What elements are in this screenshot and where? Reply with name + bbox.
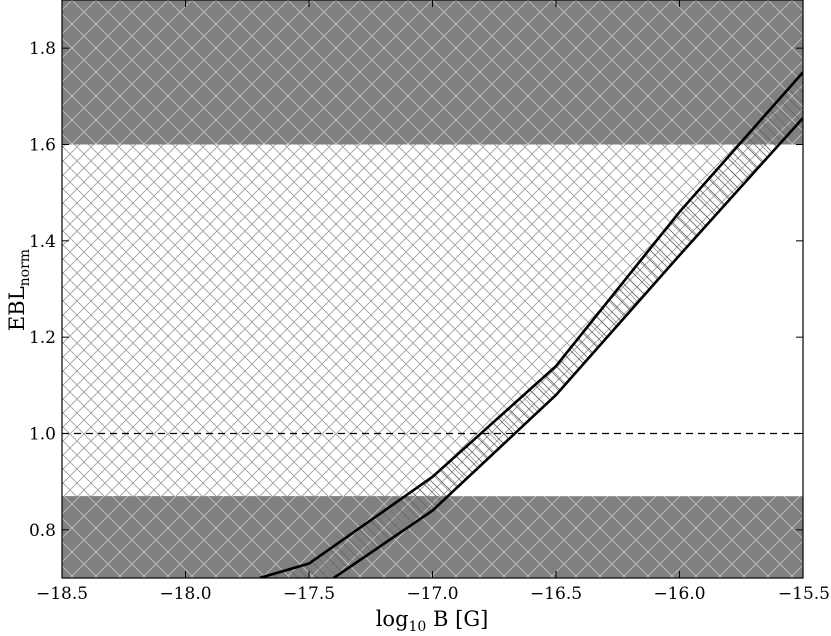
y-tick-label: 1.4 [29, 232, 56, 252]
y-tick-label: 1.0 [29, 425, 56, 445]
y-tick-label: 1.6 [29, 136, 56, 156]
series-line-1 [259, 71, 803, 578]
y-axis-title: EBLnorm [5, 249, 33, 331]
x-tick-label: −15.5 [778, 584, 830, 604]
excluded-band-1 [62, 0, 803, 145]
x-tick-label: −17.0 [406, 584, 458, 604]
y-tick-label: 1.2 [29, 328, 56, 348]
x-tick-label: −18.0 [159, 584, 211, 604]
y-tick-label: 0.8 [29, 521, 56, 541]
x-tick-label: −16.5 [530, 584, 582, 604]
series-line-2 [332, 117, 803, 578]
y-tick-label: 1.8 [29, 39, 56, 59]
x-tick-label: −18.5 [36, 584, 88, 604]
x-tick-label: −17.5 [283, 584, 335, 604]
x-tick-label: −16.0 [653, 584, 705, 604]
unhatched-region [447, 144, 803, 497]
x-axis-title: log10 B [G] [376, 607, 489, 635]
